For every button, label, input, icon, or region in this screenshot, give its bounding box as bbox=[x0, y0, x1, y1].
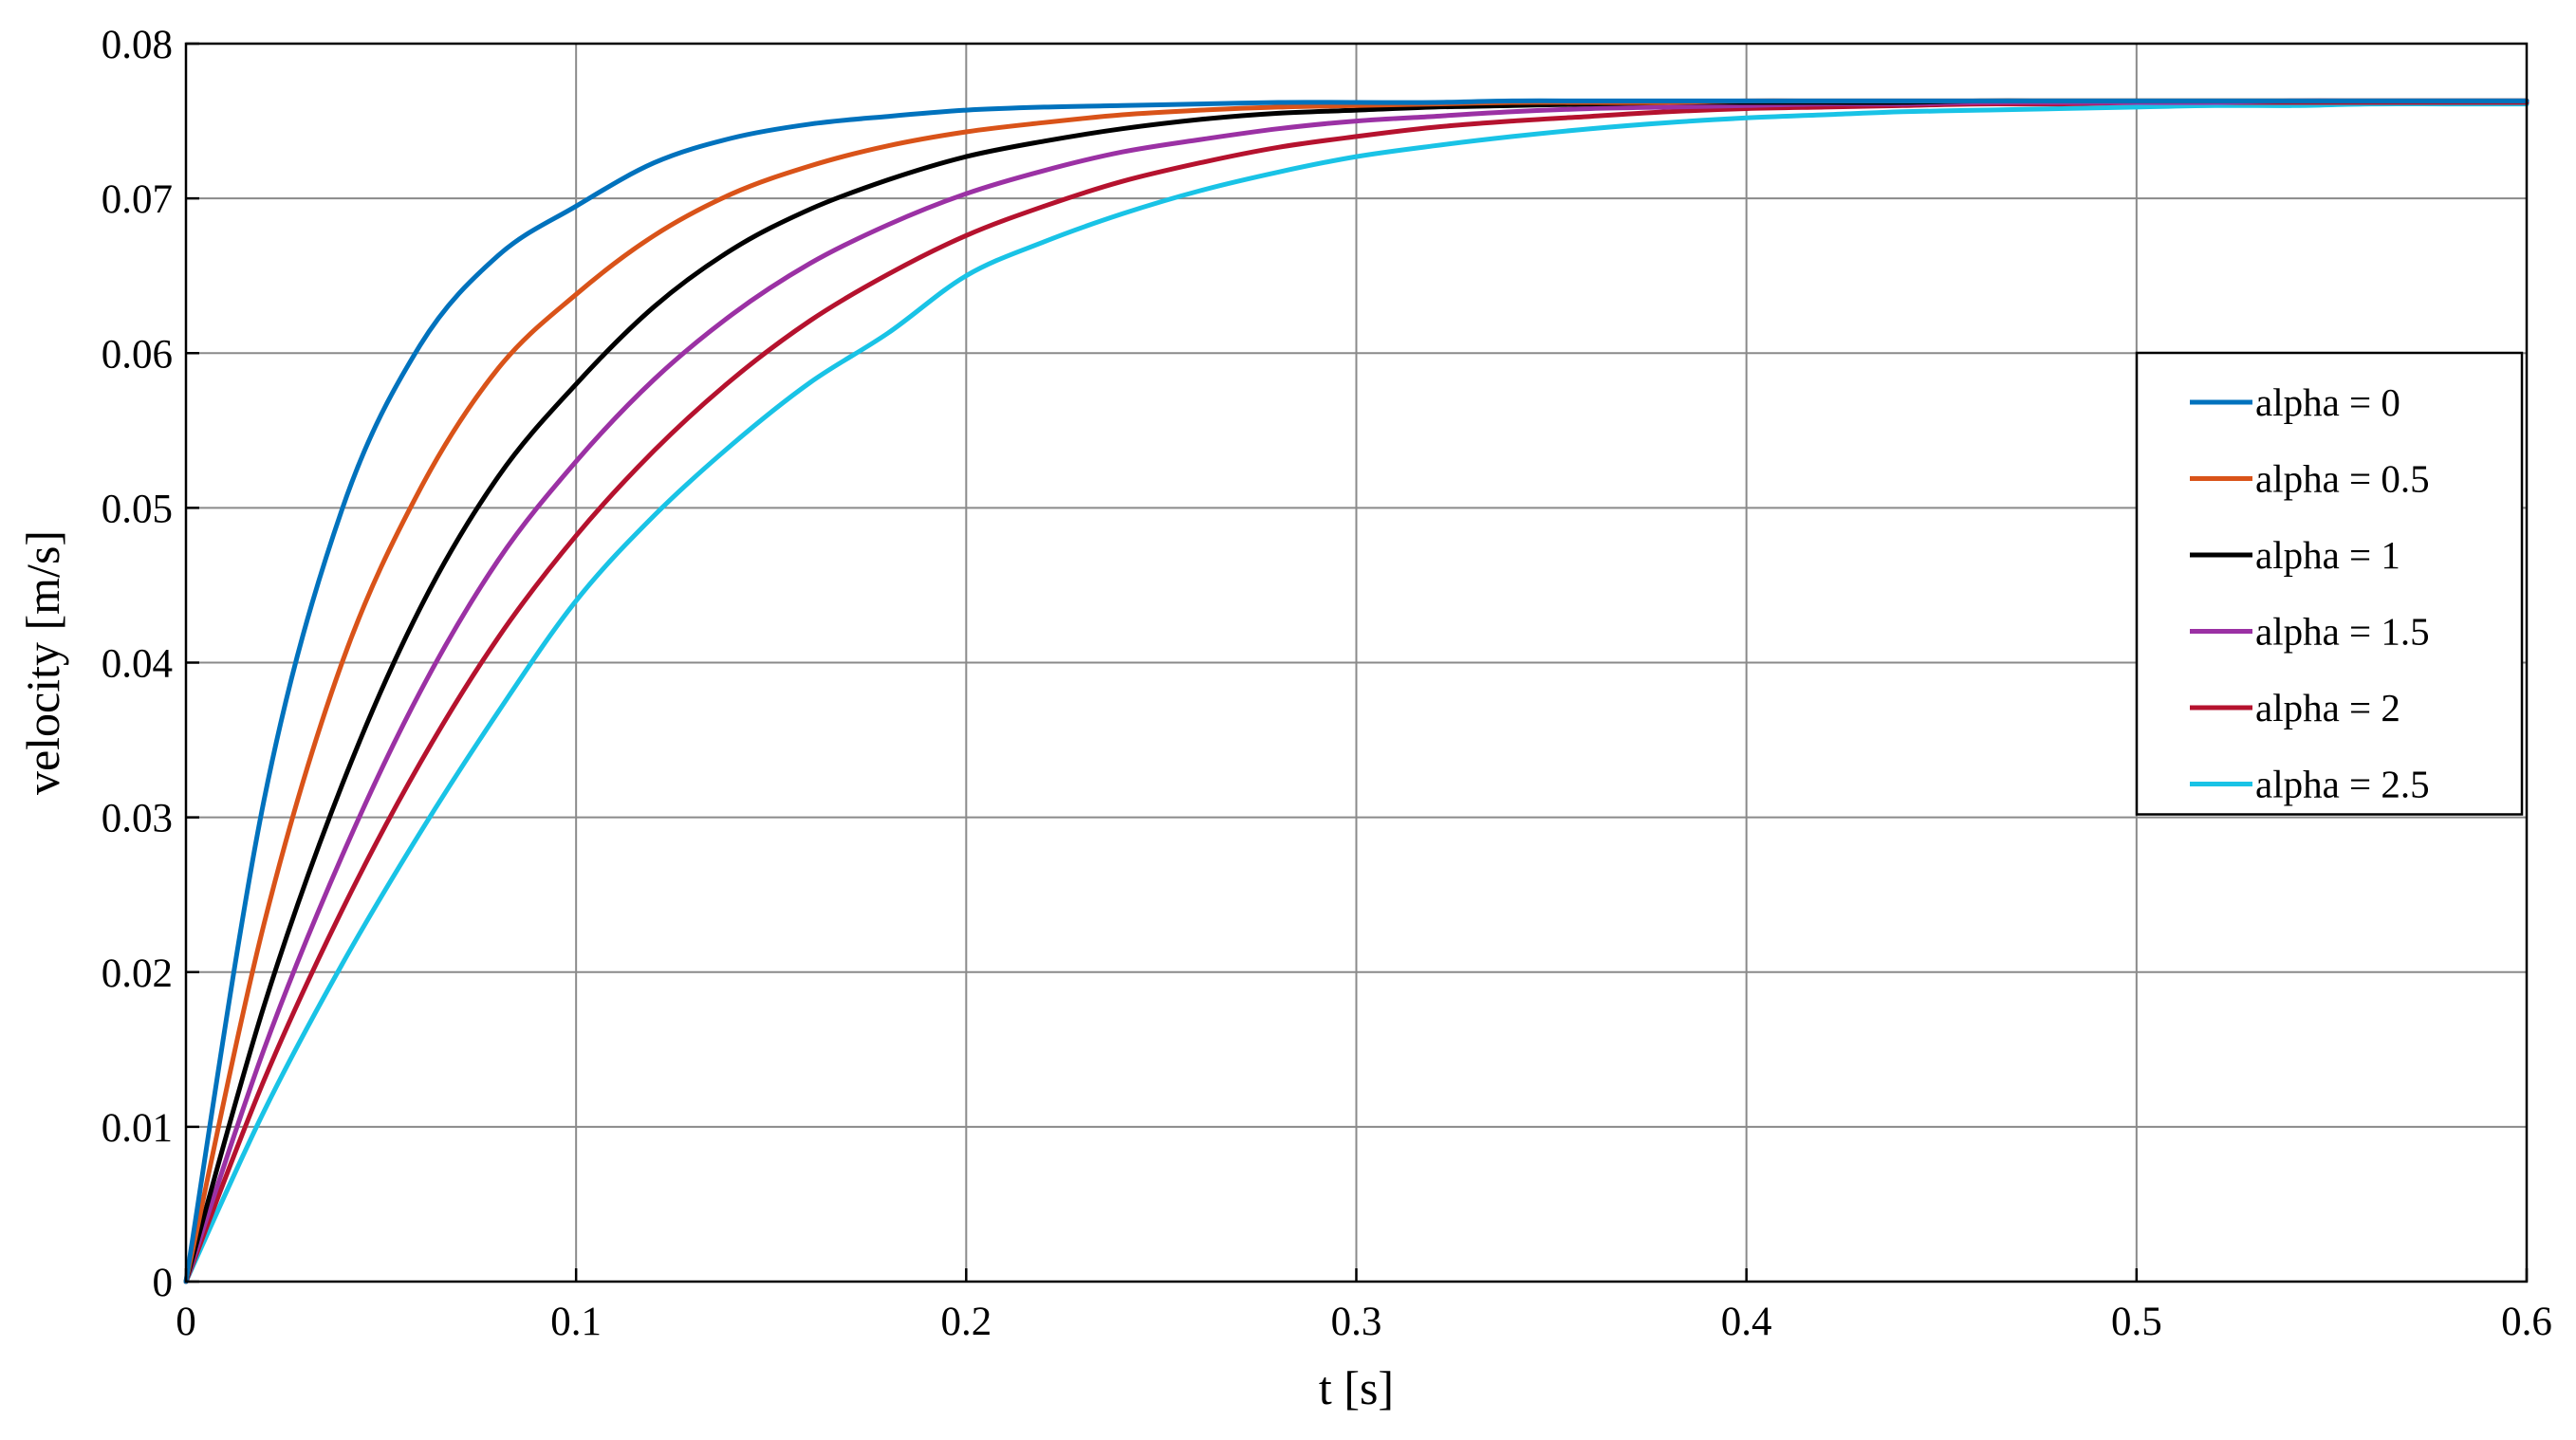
series-line bbox=[183, 98, 2530, 1284]
x-axis-ticks: 0 0.1 0.2 0.3 0.4 0.5 0.6 bbox=[176, 1268, 2552, 1344]
x-tick-label: 0.3 bbox=[1331, 1300, 1382, 1344]
series-line bbox=[183, 101, 2530, 1284]
legend: alpha = 0 alpha = 0.5 alpha = 1 alpha = 1.5… bbox=[2135, 351, 2524, 816]
x-tick-label: 0.1 bbox=[550, 1300, 602, 1344]
x-tick-label: 0.4 bbox=[1721, 1300, 1772, 1344]
x-tick-label: 0 bbox=[176, 1300, 196, 1344]
y-tick-label: 0.07 bbox=[102, 177, 173, 222]
y-tick-label: 0.04 bbox=[102, 642, 173, 687]
y-tick-label: 0.03 bbox=[102, 797, 173, 841]
legend-label: alpha = 2 bbox=[2255, 686, 2400, 729]
x-tick-label: 0.2 bbox=[940, 1300, 991, 1344]
x-axis-label: t [s] bbox=[1319, 1361, 1394, 1414]
x-tick-label: 0.6 bbox=[2501, 1300, 2552, 1344]
y-axis-label: velocity [m/s] bbox=[16, 530, 69, 795]
legend-label: alpha = 2.5 bbox=[2255, 763, 2430, 806]
y-tick-label: 0 bbox=[153, 1261, 174, 1305]
y-tick-label: 0.01 bbox=[102, 1106, 173, 1151]
y-axis-ticks: 0 0.01 0.02 0.03 0.04 0.05 0.06 0.07 0.08 bbox=[102, 23, 199, 1305]
legend-label: alpha = 1 bbox=[2255, 533, 2400, 577]
x-tick-label: 0.5 bbox=[2111, 1300, 2162, 1344]
legend-label: alpha = 1.5 bbox=[2255, 610, 2430, 654]
legend-label: alpha = 0.5 bbox=[2255, 457, 2430, 501]
legend-label: alpha = 0 bbox=[2255, 380, 2400, 424]
y-tick-label: 0.05 bbox=[102, 487, 173, 531]
y-tick-label: 0.08 bbox=[102, 23, 173, 67]
series-lines bbox=[183, 98, 2530, 1284]
legend-box bbox=[2135, 351, 2524, 816]
y-tick-label: 0.06 bbox=[102, 332, 173, 377]
y-tick-label: 0.02 bbox=[102, 951, 173, 996]
